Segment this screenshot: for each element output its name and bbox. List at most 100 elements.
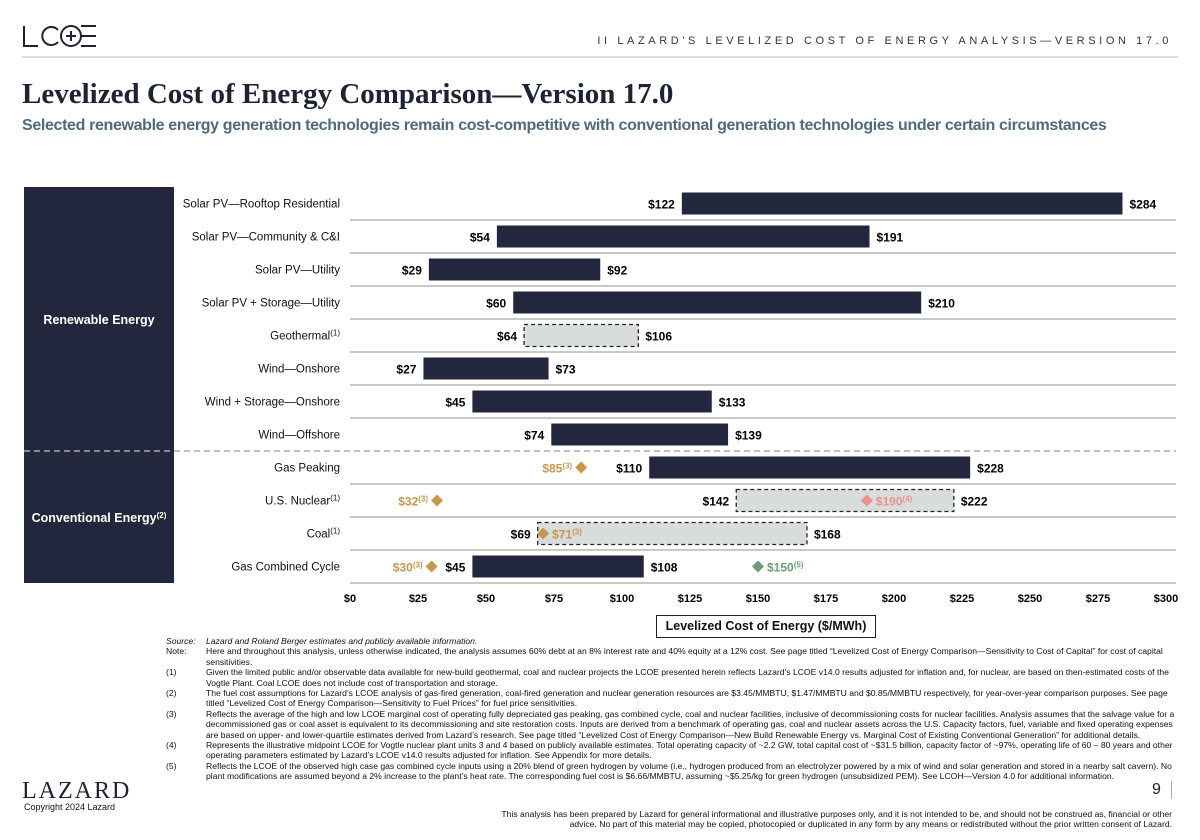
footnote-label: (3) (166, 708, 177, 719)
x-tick-label: $300 (1154, 593, 1178, 605)
group-panel-0 (24, 187, 174, 451)
footnote-text: Here and throughout this analysis, unles… (206, 646, 1163, 667)
footnote: (4) Represents the illustrative midpoint … (166, 740, 1176, 761)
category-label: Geothermal(1) (270, 329, 340, 343)
diamond-marker (431, 494, 444, 507)
range-bar (423, 357, 549, 380)
category-label: U.S. Nuclear(1) (265, 494, 340, 508)
diamond-marker (860, 494, 873, 507)
low-value-label: $45 (445, 396, 465, 410)
page-title: Levelized Cost of Energy Comparison—Vers… (22, 78, 674, 110)
high-value-label: $139 (735, 429, 762, 443)
low-value-label: $142 (703, 495, 730, 509)
range-bar (551, 423, 729, 446)
footnote-label: (2) (166, 688, 177, 699)
lazard-logo: LAZARD (22, 778, 132, 804)
lcoe-range-chart: Renewable Energy Conventional Energy(2) So… (24, 187, 1178, 605)
footnote: (2) The fuel cost assumptions for Lazard’… (166, 688, 1176, 709)
range-bar (681, 192, 1123, 215)
diamond-marker (537, 527, 550, 540)
footnote: (1) Given the limited public and/or obser… (166, 667, 1176, 688)
range-bar (472, 555, 644, 578)
range-bar-dashed (537, 521, 808, 546)
x-tick-label: $200 (882, 593, 906, 605)
range-bar-dashed (523, 323, 639, 348)
x-tick-label: $100 (610, 593, 634, 605)
page-subtitle: Selected renewable energy generation tec… (22, 117, 1107, 134)
x-tick-label: $275 (1086, 593, 1110, 605)
high-value-label: $92 (607, 264, 627, 278)
footnote: Note: Here and throughout this analysis, … (166, 646, 1176, 667)
high-value-label: $73 (556, 363, 576, 377)
copyright: Copyright 2024 Lazard (24, 802, 116, 812)
diamond-marker (425, 560, 438, 573)
footnote-label: Source: (166, 636, 196, 646)
range-bar (472, 390, 712, 413)
low-value-label: $110 (616, 462, 642, 476)
high-value-label: $191 (877, 231, 904, 245)
marker-label: $30(3) (393, 561, 423, 575)
footnote: (3) Reflects the average of the high and … (166, 709, 1176, 740)
marker-label: $32(3) (398, 495, 428, 509)
x-tick-label: $75 (545, 593, 563, 605)
range-bar (513, 291, 922, 314)
x-tick-label: $225 (950, 593, 974, 605)
high-value-label: $210 (928, 297, 955, 311)
footnotes: Source: Lazard and Roland Berger estimate… (166, 636, 1176, 782)
high-value-label: $108 (651, 561, 678, 575)
lcoe-logo (22, 22, 102, 55)
x-tick-label: $150 (746, 593, 770, 605)
high-value-label: $133 (719, 396, 746, 410)
range-bar-dashed (735, 488, 955, 513)
range-bar (496, 225, 870, 248)
low-value-label: $69 (511, 528, 531, 542)
x-axis-title: Levelized Cost of Energy ($/MWh) (656, 615, 876, 638)
category-label: Wind—Offshore (258, 430, 340, 442)
footnote-label: (5) (166, 760, 177, 771)
header-divider (22, 56, 1178, 58)
low-value-label: $45 (445, 561, 465, 575)
footnote: Source: Lazard and Roland Berger estimate… (166, 636, 1176, 646)
high-value-label: $168 (814, 528, 841, 542)
section-header: II LAZARD'S LEVELIZED COST OF ENERGY ANA… (597, 35, 1172, 47)
footnote-text: Given the limited public and/or observab… (206, 667, 1169, 688)
group-label: Conventional Energy(2) (32, 511, 167, 525)
page-number: 9 (1152, 781, 1172, 799)
x-tick-label: $0 (344, 593, 356, 605)
high-value-label: $284 (1129, 198, 1156, 212)
lcoe-logo-icon (23, 25, 96, 47)
footnote: (5) Reflects the LCOE of the observed hig… (166, 761, 1176, 782)
category-label: Solar PV + Storage—Utility (202, 298, 341, 310)
footnote-text: Reflects the LCOE of the observed high c… (206, 760, 1172, 782)
low-value-label: $60 (486, 297, 506, 311)
diamond-marker (575, 461, 588, 474)
group-label: Renewable Energy (43, 313, 154, 327)
x-tick-label: $250 (1018, 593, 1042, 605)
footnote-text: Reflects the average of the high and low… (206, 708, 1175, 740)
category-label: Coal(1) (307, 527, 341, 541)
marker-label: $150(5) (767, 561, 804, 575)
x-tick-label: $175 (814, 593, 838, 605)
diamond-marker (752, 560, 764, 573)
disclaimer: This analysis has been prepared by Lazar… (501, 809, 1172, 830)
range-bar (649, 456, 971, 479)
group-panel-1 (24, 451, 174, 583)
category-label: Gas Combined Cycle (231, 562, 340, 574)
marker-label: $85(3) (542, 462, 572, 476)
footnote-label: Note: (166, 646, 187, 657)
low-value-label: $54 (470, 231, 490, 245)
low-value-label: $27 (396, 363, 416, 377)
category-label: Solar PV—Utility (255, 265, 340, 277)
range-bar (428, 258, 601, 281)
low-value-label: $74 (524, 429, 544, 443)
low-value-label: $29 (402, 264, 422, 278)
x-tick-label: $50 (477, 593, 495, 605)
footnote-text: Lazard and Roland Berger estimates and p… (206, 636, 478, 646)
category-label: Solar PV—Rooftop Residential (183, 199, 340, 211)
low-value-label: $122 (648, 198, 675, 212)
category-label: Wind + Storage—Onshore (205, 397, 340, 409)
high-value-label: $106 (645, 330, 672, 344)
footnote-text: Represents the illustrative midpoint LCO… (206, 740, 1173, 761)
low-value-label: $64 (497, 330, 517, 344)
category-label: Wind—Onshore (258, 364, 340, 376)
